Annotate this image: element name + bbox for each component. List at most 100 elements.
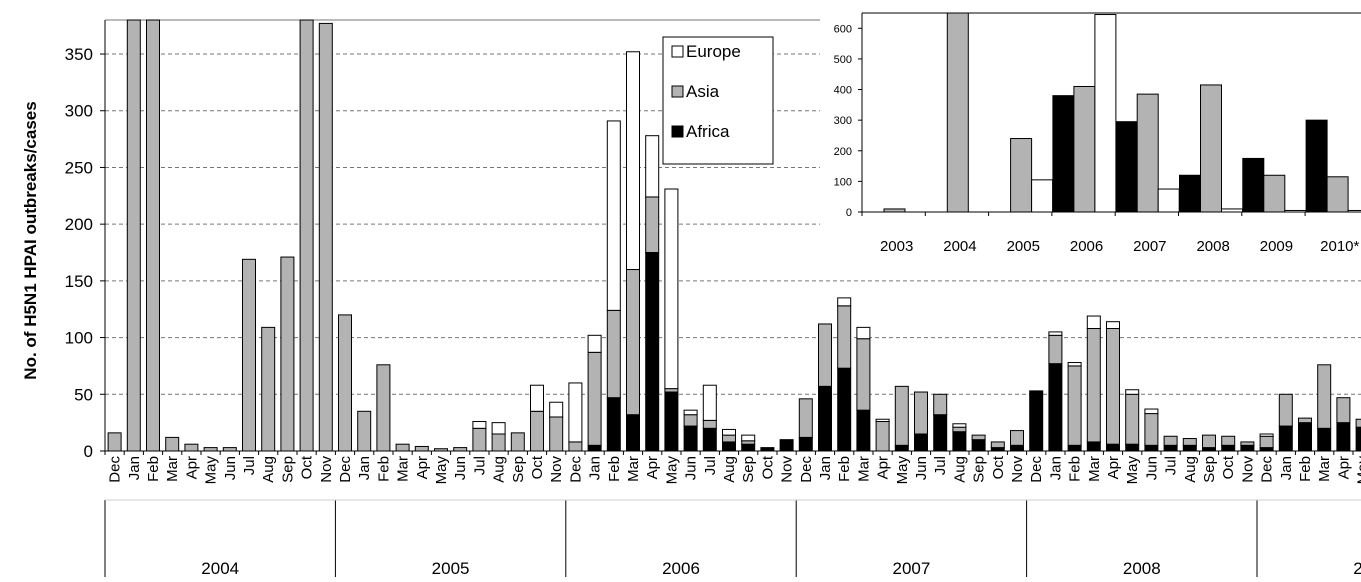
bar-europe-52: [1106, 321, 1120, 330]
y-tick-label: 200: [65, 215, 93, 234]
inset-bar-europe-2006: [1094, 14, 1117, 213]
bar-africa-57: [1202, 447, 1216, 452]
bar-asia-45: [971, 434, 986, 441]
bar-africa-47: [1010, 444, 1024, 452]
legend-swatch-europe: [671, 45, 684, 58]
bar-asia-44: [952, 426, 967, 433]
month-label: Dec: [107, 456, 124, 483]
year-label: 2006: [662, 559, 700, 577]
bar-asia-57: [1202, 434, 1216, 449]
bar-europe-33: [741, 434, 756, 442]
y-axis-title: No. of H5N1 HPAI outbreaks/cases: [21, 101, 40, 379]
y-tick-label: 350: [65, 45, 93, 64]
month-label: Jul: [702, 456, 719, 475]
inset-y-tick-label: 200: [834, 146, 852, 158]
bar-asia-46: [990, 441, 1005, 449]
month-label: Feb: [375, 456, 392, 482]
bar-asia-38: [837, 305, 852, 369]
month-label: May: [663, 456, 680, 485]
bar-africa-59: [1240, 444, 1255, 452]
bar-africa-30: [683, 425, 698, 452]
inset-bar-europe-2005: [1031, 179, 1054, 213]
month-label: Apr: [644, 456, 661, 479]
inset-bar-asia-2009: [1263, 174, 1286, 213]
bar-asia-64: [1336, 397, 1351, 424]
inset-y-tick-label: 500: [834, 54, 852, 66]
y-tick-label: 300: [65, 102, 93, 121]
bar-asia-25: [587, 351, 602, 446]
bar-asia-10: [299, 19, 314, 452]
bar-asia-29: [664, 388, 679, 393]
inset-x-label: 2006: [1070, 238, 1103, 255]
inset-y-tick-label: 100: [834, 176, 852, 188]
year-label: 2008: [1123, 559, 1161, 577]
month-label: Mar: [855, 456, 872, 482]
month-label: Jun: [1143, 456, 1160, 480]
bar-asia-60: [1259, 435, 1274, 449]
bar-africa-55: [1163, 444, 1178, 452]
bar-africa-41: [894, 444, 909, 452]
bar-africa-54: [1144, 444, 1159, 452]
month-label: Mar: [1086, 456, 1103, 482]
inset-bar-asia-2005: [1010, 138, 1033, 213]
bar-asia-9: [280, 256, 295, 452]
month-label: Oct: [529, 455, 546, 479]
bar-asia-51: [1086, 328, 1101, 443]
month-label: Feb: [1297, 456, 1314, 482]
bar-africa-28: [645, 252, 660, 452]
inset-y-tick-label: 400: [834, 85, 852, 97]
bar-asia-13: [357, 410, 372, 452]
bar-africa-45: [971, 439, 986, 452]
month-label: Aug: [260, 456, 277, 483]
inset-bar-asia-2008: [1200, 84, 1222, 213]
bar-asia-40: [875, 421, 890, 452]
bar-asia-39: [856, 338, 871, 411]
bar-africa-62: [1298, 422, 1312, 452]
inset-y-tick-label: 0: [846, 207, 852, 219]
month-label: May: [1124, 456, 1141, 485]
bar-asia-53: [1125, 393, 1140, 445]
main-axes: 0 50 100 150 200 250 300 350 No. of H5N1 HPAI ou…: [21, 20, 1361, 461]
bar-asia-50: [1067, 365, 1082, 446]
legend-label-europe: Europe: [686, 42, 741, 61]
year-label: 2004: [201, 559, 239, 577]
bar-europe-40: [875, 418, 890, 423]
month-label: Dec: [1259, 456, 1276, 483]
inset-x-label: 2004: [943, 238, 976, 255]
bar-europe-30: [683, 409, 698, 416]
bar-asia-33: [741, 440, 756, 445]
bar-africa-58: [1221, 444, 1236, 452]
inset-bar-europe-2008: [1221, 208, 1243, 213]
bar-africa-39: [856, 409, 871, 452]
bar-africa-48: [1029, 390, 1044, 452]
inset-chart: 0 100 200 300 400 500 600 2003 2004 2005 2006 2007 2…: [820, 0, 1361, 265]
month-label: Aug: [1182, 456, 1199, 483]
bar-asia-18: [453, 447, 468, 452]
bar-europe-60: [1259, 433, 1274, 437]
month-label: Dec: [798, 456, 815, 483]
inset-x-label: 2003: [880, 238, 913, 255]
inset-bar-europe-2009: [1284, 209, 1307, 213]
bar-africa-52: [1106, 443, 1120, 452]
month-label: Oct: [299, 455, 316, 479]
bar-asia-28: [645, 196, 660, 254]
bar-asia-65: [1355, 418, 1361, 428]
inset-x-label: 2005: [1007, 238, 1040, 255]
bar-asia-2: [146, 19, 160, 452]
bar-africa-56: [1182, 444, 1197, 452]
month-label: Nov: [548, 456, 565, 483]
bar-europe-23: [549, 401, 564, 418]
bar-europe-39: [856, 326, 871, 340]
inset-bar-africa-2008: [1179, 174, 1201, 213]
bar-europe-50: [1067, 362, 1082, 367]
month-label: Jul: [932, 456, 949, 475]
month-label: Sep: [279, 456, 296, 483]
bar-asia-43: [933, 393, 948, 416]
bar-europe-54: [1144, 408, 1159, 415]
month-label: May: [433, 456, 450, 485]
month-label: Jun: [452, 456, 469, 480]
bar-africa-42: [914, 433, 928, 452]
bar-asia-7: [242, 258, 256, 452]
y-tick-label: 150: [65, 272, 93, 291]
